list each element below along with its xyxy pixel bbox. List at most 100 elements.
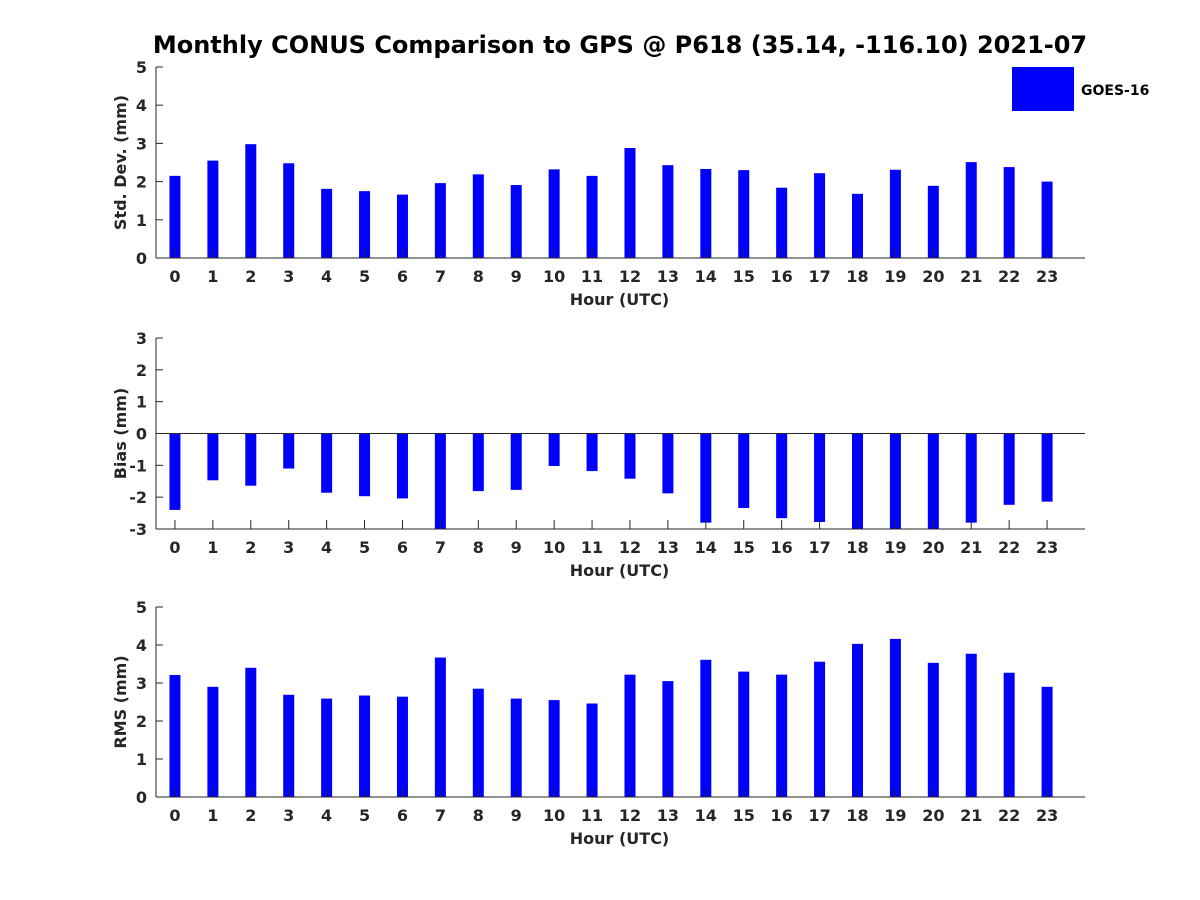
y-tick-label: 1 bbox=[136, 211, 147, 230]
bar-hour-16 bbox=[776, 187, 788, 258]
bar-hour-3 bbox=[283, 163, 295, 258]
bar-hour-17 bbox=[814, 173, 826, 258]
bar-hour-4 bbox=[321, 188, 333, 258]
bar-hour-21 bbox=[965, 653, 977, 797]
bar-hour-14 bbox=[700, 659, 712, 797]
x-tick-label: 9 bbox=[511, 267, 522, 286]
x-tick-label: 3 bbox=[283, 806, 294, 825]
bar-hour-18 bbox=[851, 643, 863, 797]
bar-hour-21 bbox=[965, 433, 977, 523]
x-tick-label: 2 bbox=[245, 267, 256, 286]
y-tick-label: 1 bbox=[136, 750, 147, 769]
bar-hour-18 bbox=[851, 433, 863, 529]
y-tick-label: 0 bbox=[136, 249, 147, 268]
bar-hour-11 bbox=[586, 703, 598, 797]
x-tick-label: 5 bbox=[359, 267, 370, 286]
bar-hour-11 bbox=[586, 433, 598, 472]
x-tick-label: 19 bbox=[884, 806, 906, 825]
x-tick-label: 0 bbox=[169, 267, 180, 286]
y-tick-label: -3 bbox=[129, 520, 147, 539]
bar-hour-17 bbox=[814, 433, 826, 522]
bar-hour-5 bbox=[359, 695, 371, 797]
bar-hour-20 bbox=[927, 185, 939, 258]
y-axis-label: RMS (mm) bbox=[111, 655, 130, 748]
bar-hour-6 bbox=[396, 433, 408, 499]
x-tick-label: 17 bbox=[808, 538, 830, 557]
bar-hour-19 bbox=[889, 638, 901, 797]
x-tick-label: 18 bbox=[846, 538, 868, 557]
x-tick-label: 22 bbox=[998, 538, 1020, 557]
x-tick-label: 14 bbox=[695, 538, 717, 557]
bar-hour-13 bbox=[662, 681, 674, 797]
y-tick-label: 4 bbox=[136, 636, 147, 655]
bar-hour-5 bbox=[359, 433, 371, 497]
x-tick-label: 1 bbox=[207, 267, 218, 286]
bar-hour-1 bbox=[207, 433, 219, 481]
y-tick-label: 3 bbox=[136, 674, 147, 693]
bar-hour-23 bbox=[1041, 433, 1053, 502]
y-tick-label: 4 bbox=[136, 96, 147, 115]
bar-hour-15 bbox=[738, 433, 750, 508]
bar-hour-15 bbox=[738, 170, 750, 258]
x-tick-label: 10 bbox=[543, 267, 565, 286]
bar-hour-16 bbox=[776, 674, 788, 797]
bar-hour-7 bbox=[434, 183, 446, 258]
legend[interactable]: GOES-16 bbox=[1012, 67, 1149, 111]
bar-hour-8 bbox=[472, 174, 484, 258]
x-tick-label: 17 bbox=[808, 267, 830, 286]
x-tick-label: 8 bbox=[473, 267, 484, 286]
bar-hour-20 bbox=[927, 433, 939, 529]
x-tick-label: 6 bbox=[397, 806, 408, 825]
x-tick-label: 20 bbox=[922, 806, 944, 825]
y-tick-label: 2 bbox=[136, 712, 147, 731]
x-tick-label: 18 bbox=[846, 267, 868, 286]
bar-hour-1 bbox=[207, 160, 219, 258]
bar-hour-2 bbox=[245, 144, 257, 258]
bar-hour-9 bbox=[510, 698, 522, 797]
bar-hour-13 bbox=[662, 433, 674, 494]
x-tick-label: 4 bbox=[321, 806, 332, 825]
x-tick-label: 19 bbox=[884, 538, 906, 557]
x-tick-label: 10 bbox=[543, 538, 565, 557]
x-tick-label: 0 bbox=[169, 806, 180, 825]
bar-hour-22 bbox=[1003, 167, 1015, 258]
x-tick-label: 5 bbox=[359, 538, 370, 557]
y-axis-label: Std. Dev. (mm) bbox=[111, 95, 130, 230]
y-tick-label: 0 bbox=[136, 788, 147, 807]
x-tick-label: 23 bbox=[1036, 806, 1058, 825]
x-tick-label: 7 bbox=[435, 538, 446, 557]
y-tick-label: 5 bbox=[136, 598, 147, 617]
bar-hour-1 bbox=[207, 686, 219, 797]
x-tick-label: 4 bbox=[321, 538, 332, 557]
bar-hour-12 bbox=[624, 147, 636, 258]
bar-hour-13 bbox=[662, 165, 674, 258]
y-tick-label: 2 bbox=[136, 361, 147, 380]
x-tick-label: 20 bbox=[922, 538, 944, 557]
x-tick-label: 10 bbox=[543, 806, 565, 825]
bar-hour-19 bbox=[889, 169, 901, 258]
x-tick-label: 13 bbox=[657, 806, 679, 825]
bar-hour-21 bbox=[965, 162, 977, 258]
bar-hour-11 bbox=[586, 175, 598, 258]
bar-hour-23 bbox=[1041, 181, 1053, 258]
x-tick-label: 13 bbox=[657, 538, 679, 557]
x-axis-label: Hour (UTC) bbox=[570, 829, 670, 848]
bar-hour-20 bbox=[927, 662, 939, 797]
x-tick-label: 21 bbox=[960, 538, 982, 557]
figure-title: Monthly CONUS Comparison to GPS @ P618 (… bbox=[153, 31, 1087, 59]
x-tick-label: 21 bbox=[960, 267, 982, 286]
x-tick-label: 16 bbox=[771, 806, 793, 825]
bar-hour-3 bbox=[283, 433, 295, 469]
x-tick-label: 15 bbox=[733, 267, 755, 286]
y-tick-label: 1 bbox=[136, 393, 147, 412]
bar-hour-8 bbox=[472, 688, 484, 797]
x-tick-label: 23 bbox=[1036, 538, 1058, 557]
x-tick-label: 18 bbox=[846, 806, 868, 825]
x-tick-label: 4 bbox=[321, 267, 332, 286]
bar-hour-10 bbox=[548, 433, 560, 466]
y-tick-label: 2 bbox=[136, 173, 147, 192]
bar-hour-6 bbox=[396, 194, 408, 258]
